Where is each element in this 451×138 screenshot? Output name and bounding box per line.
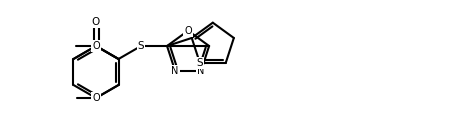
Text: N: N: [171, 66, 179, 76]
Text: S: S: [138, 41, 144, 51]
Text: O: O: [92, 17, 100, 27]
Text: O: O: [184, 26, 192, 36]
Text: N: N: [198, 66, 205, 76]
Text: S: S: [197, 58, 203, 68]
Text: O: O: [92, 93, 100, 103]
Text: O: O: [92, 41, 100, 51]
